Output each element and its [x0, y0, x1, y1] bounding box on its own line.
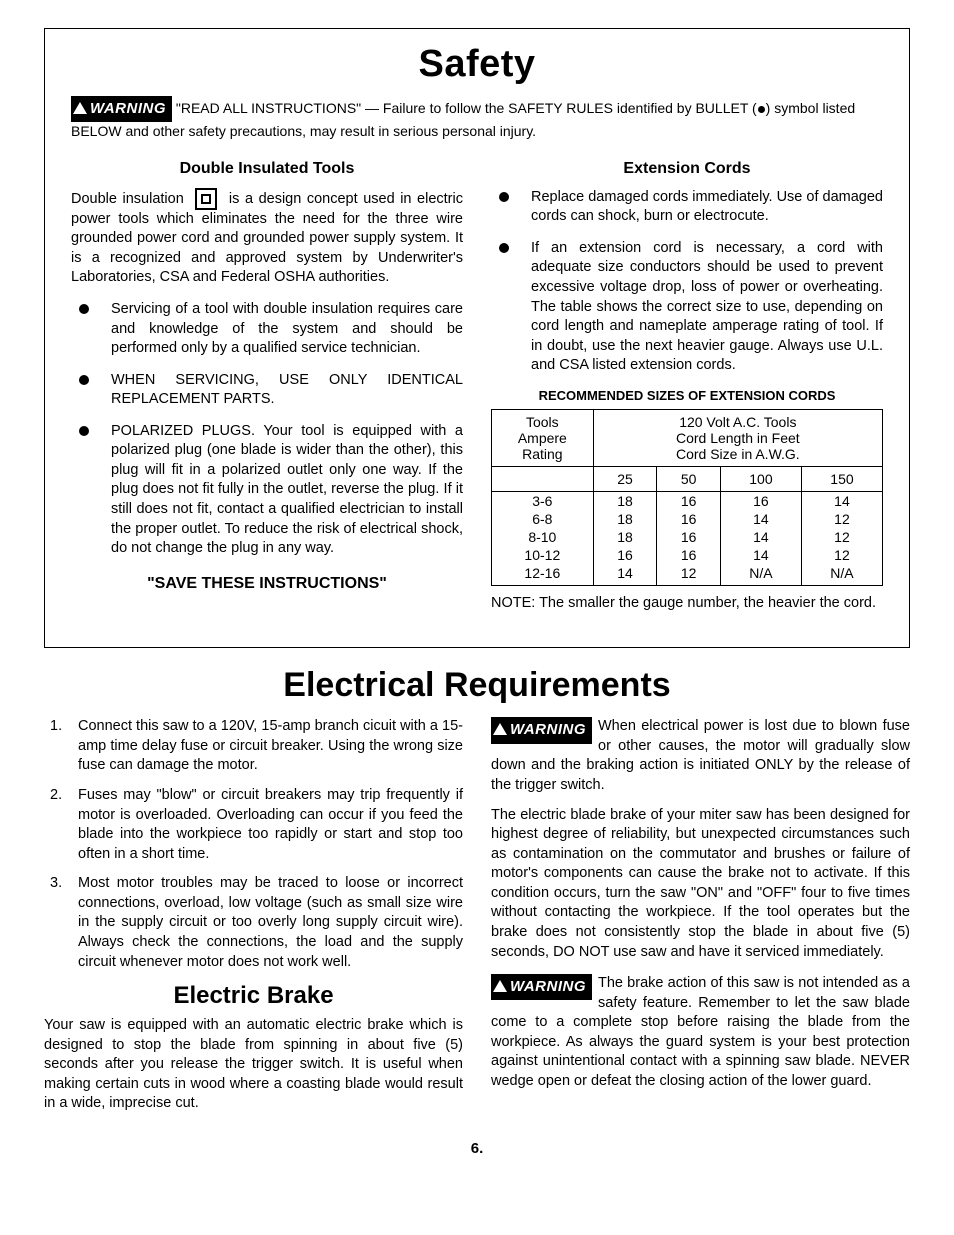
warning-badge-icon: WARNING [71, 96, 172, 122]
table-caption: RECOMMENDED SIZES OF EXTENSION CORDS [491, 388, 883, 403]
electrical-right: WARNING When electrical power is lost du… [491, 717, 910, 1126]
list-item: Servicing of a tool with double insulati… [71, 300, 463, 359]
warning-para-1: WARNING When electrical power is lost du… [491, 717, 910, 795]
table-cell: 6-8 [492, 510, 594, 528]
electric-brake-para: Your saw is equipped with an automatic e… [44, 1016, 463, 1114]
ext-bullet-list: Replace damaged cords immediately. Use o… [491, 188, 883, 376]
electric-brake-heading: Electric Brake [44, 982, 463, 1010]
list-item: Connect this saw to a 120V, 15-amp branc… [44, 717, 463, 776]
list-item: Most motor troubles may be traced to loo… [44, 874, 463, 972]
save-instructions: "SAVE THESE INSTRUCTIONS" [71, 575, 463, 593]
table-cell: 8-10 [492, 528, 594, 546]
intro-text-pre: "READ ALL INSTRUCTIONS" — Failure to fol… [176, 100, 757, 116]
list-item: If an extension cord is necessary, a cor… [491, 239, 883, 376]
table-cell: 10-12 [492, 546, 594, 564]
table-header-cell: 120 Volt A.C. Tools Cord Length in Feet … [593, 409, 882, 466]
electrical-section: Electrical Requirements Connect this saw… [44, 666, 910, 1126]
electrical-title: Electrical Requirements [44, 666, 910, 705]
table-note: NOTE: The smaller the gauge number, the … [491, 594, 883, 614]
electrical-columns: Connect this saw to a 120V, 15-amp branc… [44, 717, 910, 1126]
safety-title: Safety [71, 43, 883, 86]
extension-cords-heading: Extension Cords [491, 160, 883, 178]
page-number: 6. [44, 1140, 910, 1157]
extension-cord-table: Tools Ampere Rating 120 Volt A.C. Tools … [491, 409, 883, 586]
table-cell: 25 [593, 466, 657, 491]
safety-section: Safety WARNING "READ ALL INSTRUCTIONS" —… [44, 28, 910, 648]
warning-badge-icon: WARNING [491, 974, 592, 1000]
bullet-glyph-icon [758, 106, 765, 113]
page: Safety WARNING "READ ALL INSTRUCTIONS" —… [0, 0, 954, 1235]
warning-badge-icon: WARNING [491, 717, 592, 743]
table-cell: 150 [801, 466, 882, 491]
double-insulation-icon [195, 188, 217, 210]
double-insulated-para: Double insulation is a design concept us… [71, 188, 463, 288]
brake-detail-para: The electric blade brake of your miter s… [491, 806, 910, 963]
safety-columns: Double Insulated Tools Double insulation… [71, 154, 883, 626]
di-para-pre: Double insulation [71, 191, 184, 207]
list-item: Replace damaged cords immediately. Use o… [491, 188, 883, 227]
intro-warning: WARNING "READ ALL INSTRUCTIONS" — Failur… [71, 96, 883, 140]
list-item: POLARIZED PLUGS. Your tool is equipped w… [71, 422, 463, 559]
list-item: WHEN SERVICING, USE ONLY IDENTICAL REPLA… [71, 371, 463, 410]
di-bullet-list: Servicing of a tool with double insulati… [71, 300, 463, 559]
electrical-left: Connect this saw to a 120V, 15-amp branc… [44, 717, 463, 1126]
electrical-numlist: Connect this saw to a 120V, 15-amp branc… [44, 717, 463, 972]
table-cell [492, 466, 594, 491]
table-cell: 3-6 [492, 491, 594, 510]
right-column: Extension Cords Replace damaged cords im… [491, 154, 883, 626]
table-cell: 12-16 [492, 564, 594, 586]
warning-para-2: WARNING The brake action of this saw is … [491, 974, 910, 1091]
table-cell: 100 [720, 466, 801, 491]
table-cell: 50 [657, 466, 721, 491]
table-header-cell: Tools Ampere Rating [492, 409, 594, 466]
list-item: Fuses may "blow" or circuit breakers may… [44, 786, 463, 864]
left-column: Double Insulated Tools Double insulation… [71, 154, 463, 626]
double-insulated-heading: Double Insulated Tools [71, 160, 463, 178]
